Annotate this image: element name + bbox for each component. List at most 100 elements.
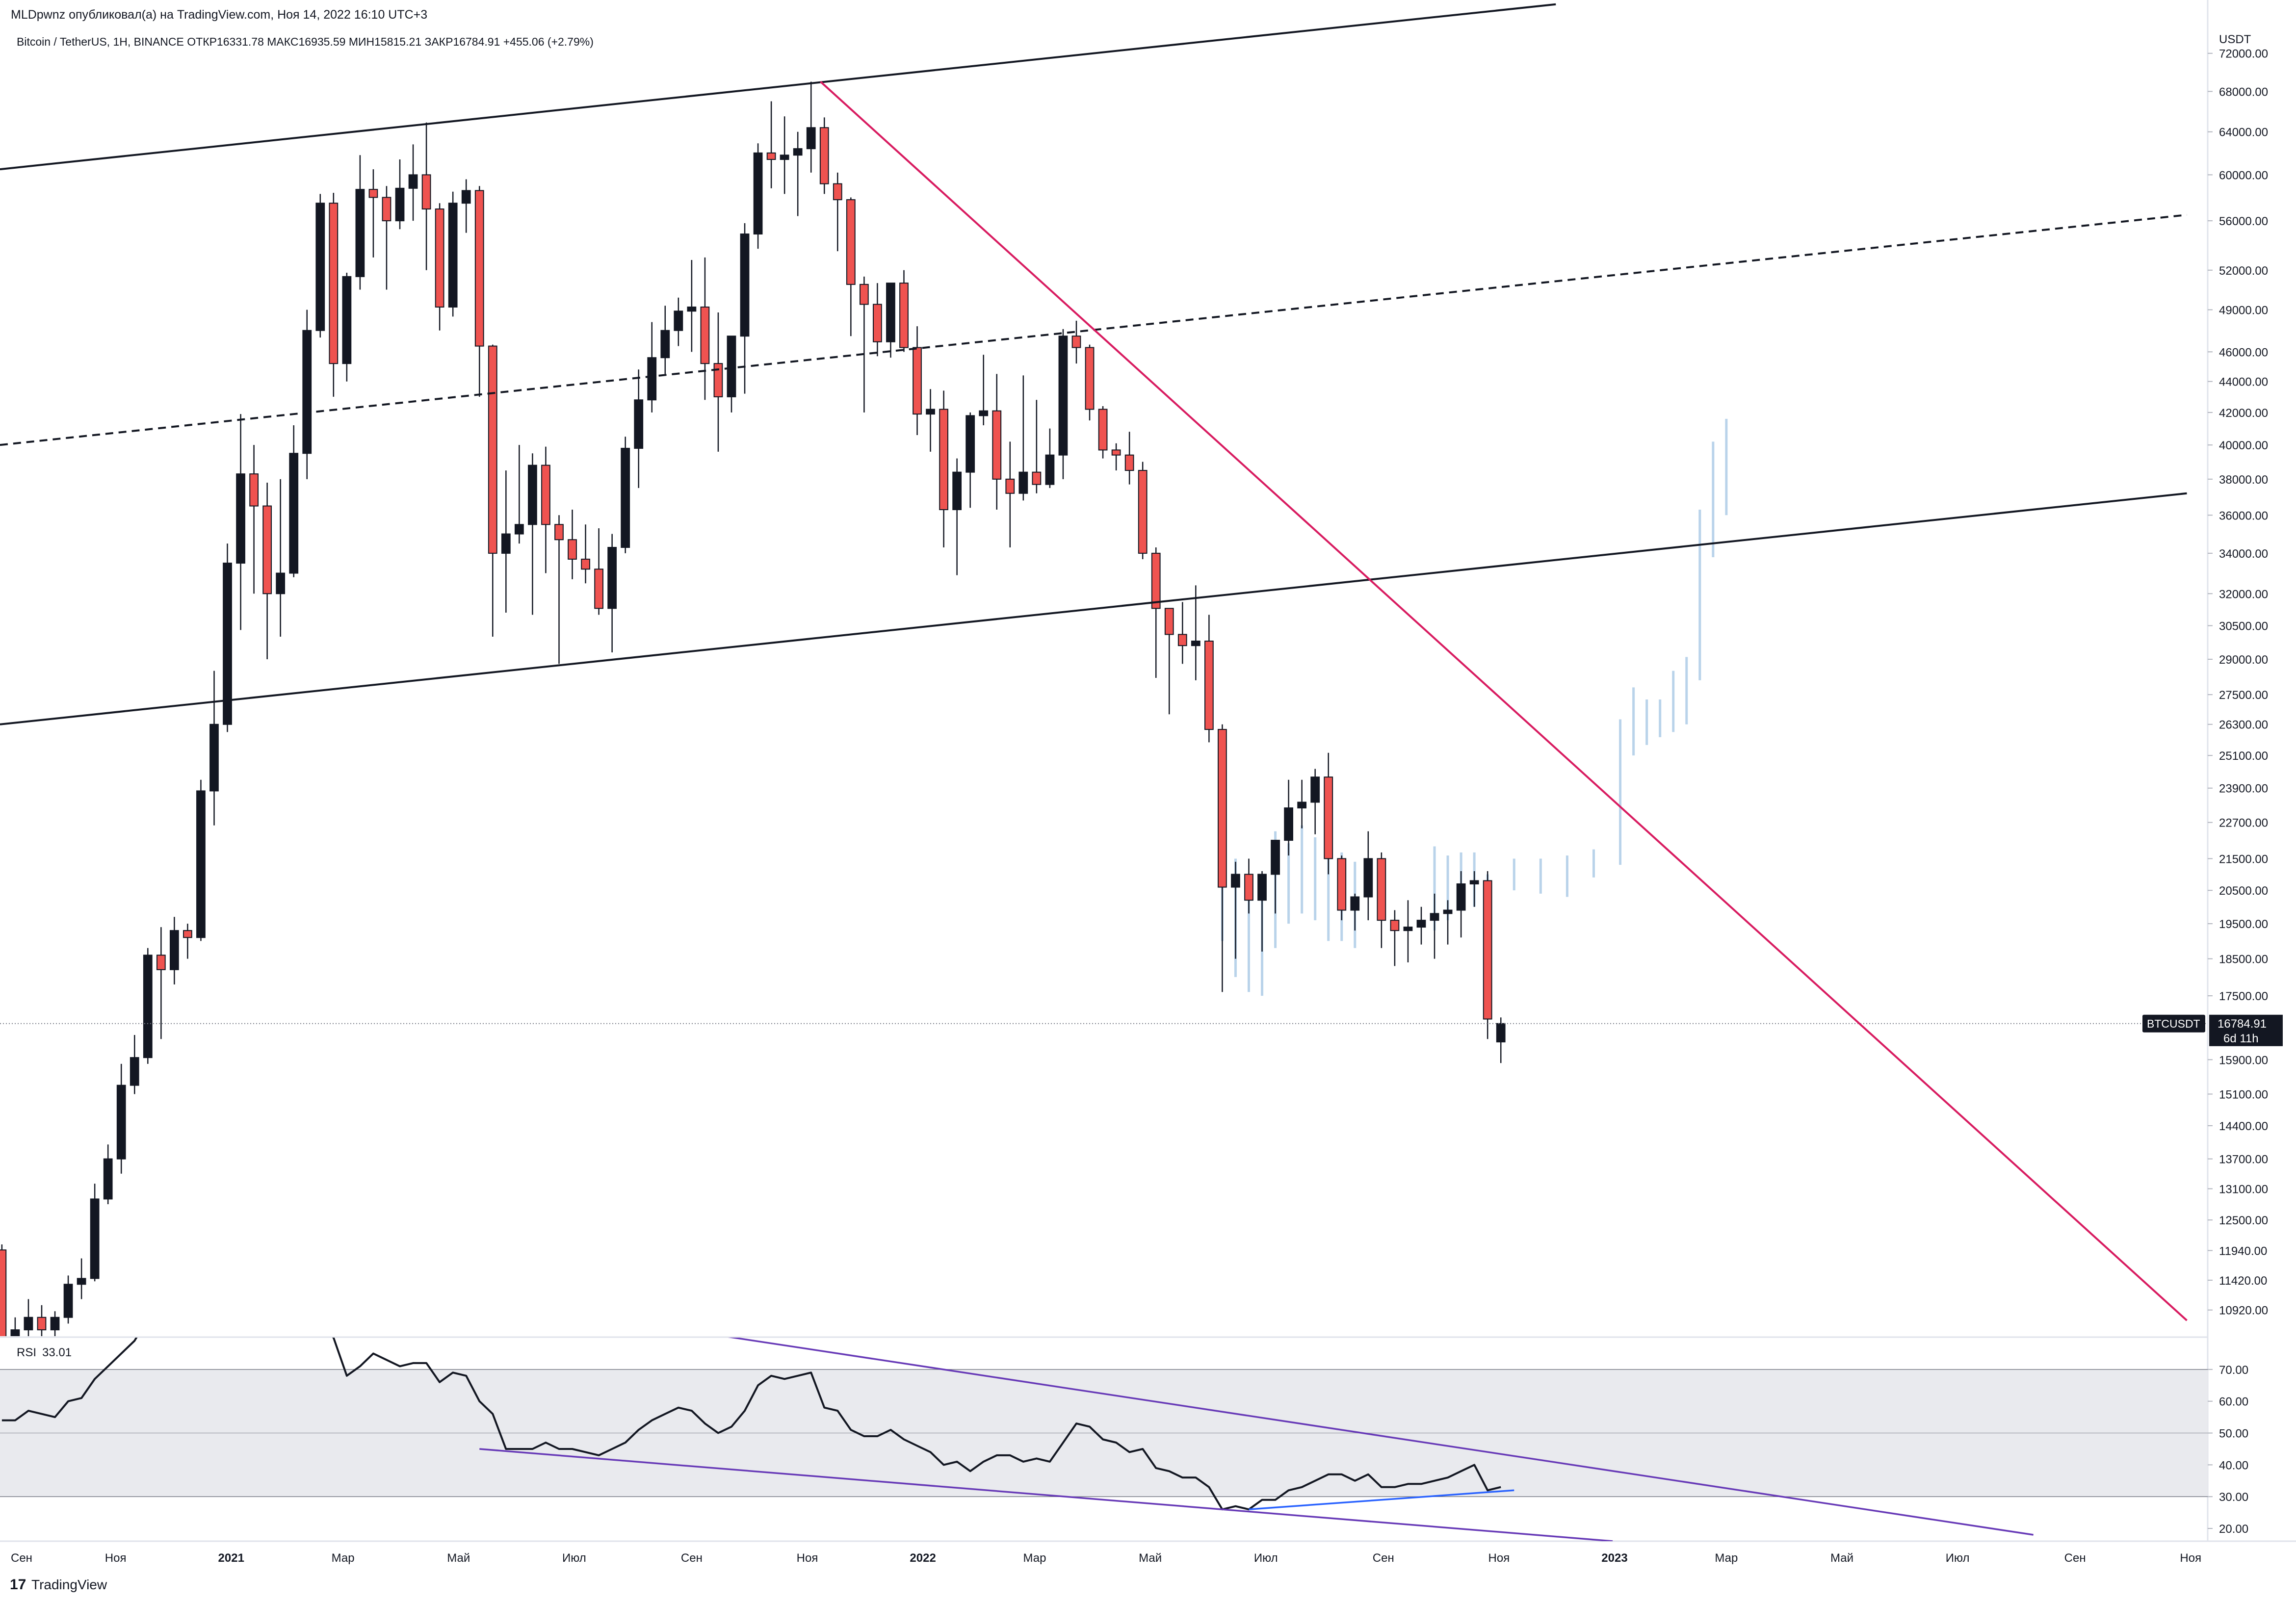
candle-body — [568, 539, 577, 560]
candle-up — [461, 179, 471, 233]
price-tick-label: 25100.00 — [2219, 749, 2268, 763]
price-axis[interactable]: USDT 72000.00 68000.00 64000.00 60000.00 560… — [2208, 33, 2268, 1318]
candle-body — [926, 409, 935, 415]
candle-body — [687, 306, 697, 312]
price-tick-label: 56000.00 — [2219, 215, 2268, 228]
candle-down — [1151, 547, 1161, 678]
bar-countdown: 6d 11h — [2223, 1032, 2259, 1045]
candle-down — [700, 257, 710, 400]
candle-up — [196, 779, 206, 941]
candle-up — [1018, 375, 1028, 501]
candle-body — [1324, 776, 1333, 859]
time-tick-label: Ноя — [105, 1551, 127, 1565]
time-axis[interactable]: Сен Ноя 2021 Мар Май Июл Сен Ноя 2022 Мар Май Июл Се… — [11, 1551, 2201, 1565]
publish-info: MLDpwnz опубликовал(а) на TradingView.co… — [11, 8, 427, 22]
candle-body — [1085, 347, 1095, 410]
candle-up — [1271, 840, 1280, 914]
candle-body — [1310, 776, 1320, 803]
candle-down — [1377, 852, 1386, 948]
candle-body — [183, 930, 192, 938]
time-tick-label: 2022 — [910, 1551, 936, 1565]
price-tick-label: 20500.00 — [2219, 884, 2268, 898]
price-tick-label: 19500.00 — [2219, 918, 2268, 931]
tradingview-logo[interactable]: 17 TradingView — [10, 1576, 107, 1593]
candle-up — [116, 1063, 126, 1174]
candle-up — [276, 479, 286, 637]
candle-up — [514, 445, 524, 544]
time-tick-label: Сен — [2064, 1551, 2086, 1565]
candle-body — [1138, 470, 1148, 554]
trendline-rsi-support — [1249, 1489, 1514, 1510]
candle-body — [1350, 896, 1360, 911]
candle-body — [873, 304, 882, 342]
candle-down — [1483, 871, 1492, 1039]
time-tick-label: Июл — [1946, 1551, 1970, 1565]
candle-body — [674, 310, 683, 331]
price-tick-label: 49000.00 — [2219, 304, 2268, 317]
time-tick-label: Май — [1830, 1551, 1853, 1565]
candle-up — [660, 306, 670, 374]
price-tick-label: 42000.00 — [2219, 407, 2268, 420]
candle-up — [315, 194, 325, 338]
price-tick-label: 17500.00 — [2219, 990, 2268, 1003]
candle-up — [302, 310, 312, 479]
candle-body — [1058, 336, 1068, 456]
candle-up — [130, 1035, 139, 1094]
candle-down — [183, 924, 192, 959]
candle-up — [780, 116, 789, 194]
candle-body — [249, 473, 259, 507]
candle-body — [10, 1329, 20, 1336]
candle-down — [1098, 406, 1108, 459]
candle-down — [1218, 724, 1227, 992]
price-pane[interactable] — [0, 3, 2208, 1356]
candles — [0, 81, 1506, 1336]
candle-body — [461, 190, 471, 204]
price-badge — [2209, 1014, 2283, 1046]
candle-body — [1337, 858, 1347, 911]
price-tick-label: 13700.00 — [2219, 1153, 2268, 1166]
rsi-tick-label: 30.00 — [2219, 1491, 2248, 1504]
candle-body — [1469, 880, 1479, 884]
candle-up — [1191, 585, 1200, 680]
candle-body — [289, 453, 299, 574]
candle-body — [1443, 909, 1453, 914]
price-tick-label: 46000.00 — [2219, 346, 2268, 359]
candle-body — [1271, 840, 1280, 875]
candle-up — [50, 1311, 60, 1336]
candle-body — [63, 1284, 73, 1318]
last-price-badge[interactable]: BTCUSDT 16784.91 6d 11h — [2142, 1014, 2283, 1046]
candle-up — [223, 543, 232, 732]
candle-body — [223, 563, 232, 725]
price-tick-label: 12500.00 — [2219, 1214, 2268, 1227]
rsi-axis[interactable]: 70.00 60.00 50.00 40.00 30.00 20.00 — [2208, 1364, 2248, 1536]
candle-body — [116, 1085, 126, 1160]
candle-body — [514, 524, 524, 535]
candle-body — [1018, 471, 1028, 494]
candle-body — [1297, 801, 1307, 809]
trendline-rsi-upper-channel — [728, 1338, 2034, 1536]
rsi-pane[interactable]: RSI 33.01 70.00 60.00 50.00 40.00 30.00 20.00 — [0, 1277, 2248, 1541]
price-tick-label: 40000.00 — [2219, 439, 2268, 452]
candle-body — [939, 409, 948, 511]
price-tick-label: 32000.00 — [2219, 588, 2268, 601]
candle-body — [541, 465, 550, 525]
candle-down — [329, 193, 339, 397]
time-tick-label: Мар — [1023, 1551, 1046, 1565]
candle-up — [753, 143, 763, 249]
candle-down — [382, 186, 391, 290]
candle-body — [77, 1278, 86, 1285]
candle-body — [448, 203, 458, 308]
price-tick-label: 13100.00 — [2219, 1183, 2268, 1196]
candle-body — [130, 1057, 139, 1086]
candle-down — [581, 524, 590, 584]
price-axis-unit: USDT — [2219, 33, 2251, 46]
candle-body — [1218, 729, 1227, 888]
price-tick-label: 11420.00 — [2219, 1274, 2267, 1288]
candle-body — [1390, 920, 1400, 931]
candle-body — [992, 410, 1002, 480]
price-tick-label: 15900.00 — [2219, 1054, 2268, 1067]
symbol-badge-label: BTCUSDT — [2147, 1017, 2200, 1030]
candle-body — [1191, 641, 1200, 646]
time-tick-label: Июл — [562, 1551, 586, 1565]
